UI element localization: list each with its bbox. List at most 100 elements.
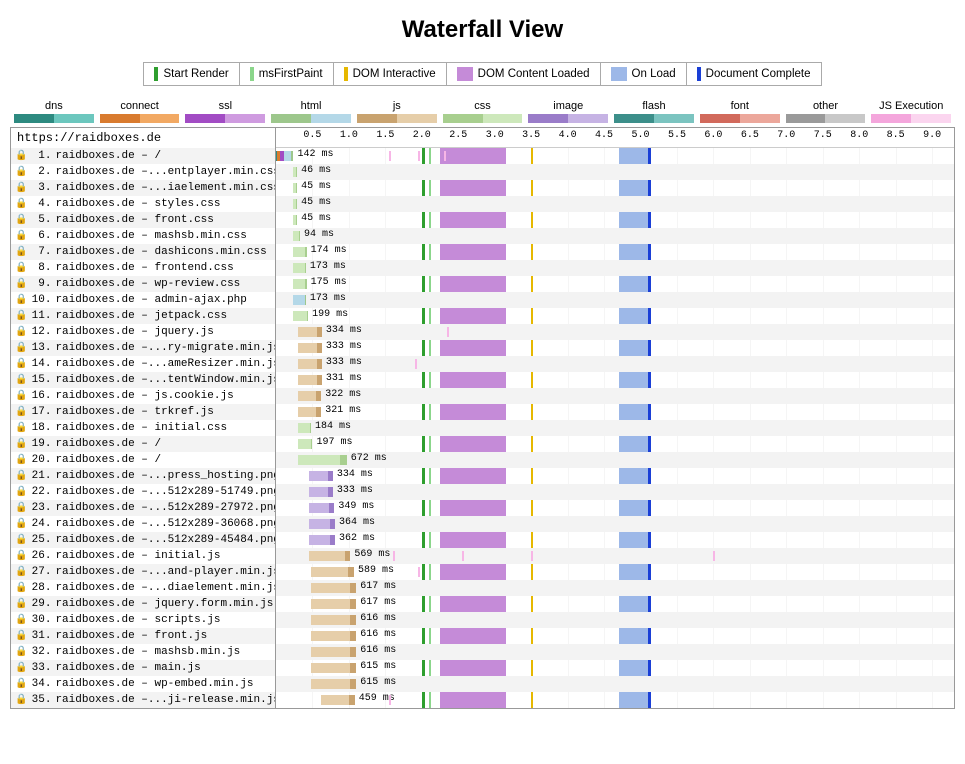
request-bar-row[interactable]: 617 ms	[276, 596, 954, 612]
row-url-label: raidboxes.de –...512x289-45484.png	[55, 534, 275, 546]
request-bar-row[interactable]: 617 ms	[276, 580, 954, 596]
request-bar-row[interactable]: 331 ms	[276, 372, 954, 388]
request-bar-row[interactable]: 334 ms	[276, 324, 954, 340]
row-number: 11.	[31, 310, 51, 322]
request-row-label[interactable]: 🔒16.raidboxes.de – js.cookie.js	[11, 388, 275, 404]
row-url-label: raidboxes.de – /	[55, 150, 161, 162]
lock-icon: 🔒	[15, 358, 27, 370]
request-row-label[interactable]: 🔒13.raidboxes.de –...ry-migrate.min.js	[11, 340, 275, 356]
type-dns: dns	[14, 100, 94, 123]
timing-segment	[284, 151, 291, 161]
request-bar-row[interactable]: 199 ms	[276, 308, 954, 324]
ruler-tick: 6.5	[741, 130, 759, 141]
request-row-label[interactable]: 🔒14.raidboxes.de –...ameResizer.min.js	[11, 356, 275, 372]
request-row-label[interactable]: 🔒21.raidboxes.de –...press_hosting.png	[11, 468, 275, 484]
request-row-label[interactable]: 🔒26.raidboxes.de – initial.js	[11, 548, 275, 564]
request-row-label[interactable]: 🔒8.raidboxes.de – frontend.css	[11, 260, 275, 276]
request-bar-row[interactable]: 334 ms	[276, 468, 954, 484]
request-bar-row[interactable]: 45 ms	[276, 196, 954, 212]
request-row-label[interactable]: 🔒30.raidboxes.de – scripts.js	[11, 612, 275, 628]
row-url-label: raidboxes.de – wp-embed.min.js	[55, 678, 253, 690]
request-row-label[interactable]: 🔒17.raidboxes.de – trkref.js	[11, 404, 275, 420]
request-bar-row[interactable]: 321 ms	[276, 404, 954, 420]
request-bar-row[interactable]: 672 ms	[276, 452, 954, 468]
request-bar-row[interactable]: 349 ms	[276, 500, 954, 516]
request-row-label[interactable]: 🔒35.raidboxes.de –...ji-release.min.js	[11, 692, 275, 708]
lock-icon: 🔒	[15, 582, 27, 594]
request-bar-row[interactable]: 322 ms	[276, 388, 954, 404]
request-bar-row[interactable]: 45 ms	[276, 180, 954, 196]
request-bar-row[interactable]: 174 ms	[276, 244, 954, 260]
request-bar-row[interactable]: 175 ms	[276, 276, 954, 292]
request-bar-row[interactable]: 589 ms	[276, 564, 954, 580]
request-row-label[interactable]: 🔒29.raidboxes.de – jquery.form.min.js	[11, 596, 275, 612]
row-number: 16.	[31, 390, 51, 402]
row-url-label: raidboxes.de –...and-player.min.js	[55, 566, 275, 578]
type-flash: flash	[614, 100, 694, 123]
js-exec-tick	[444, 151, 446, 161]
request-row-label[interactable]: 🔒9.raidboxes.de – wp-review.css	[11, 276, 275, 292]
request-row-label[interactable]: 🔒18.raidboxes.de – initial.css	[11, 420, 275, 436]
type-js: js	[357, 100, 437, 123]
request-row-label[interactable]: 🔒23.raidboxes.de –...512x289-27972.png	[11, 500, 275, 516]
request-row-label[interactable]: 🔒1.raidboxes.de – /	[11, 148, 275, 164]
request-bar-row[interactable]: 364 ms	[276, 516, 954, 532]
request-row-label[interactable]: 🔒19.raidboxes.de – /	[11, 436, 275, 452]
request-bar-row[interactable]: 94 ms	[276, 228, 954, 244]
request-bar-row[interactable]: 459 ms	[276, 692, 954, 708]
request-row-label[interactable]: 🔒5.raidboxes.de – front.css	[11, 212, 275, 228]
request-row-label[interactable]: 🔒10.raidboxes.de – admin-ajax.php	[11, 292, 275, 308]
request-row-label[interactable]: 🔒34.raidboxes.de – wp-embed.min.js	[11, 676, 275, 692]
row-number: 20.	[31, 454, 51, 466]
request-bar-row[interactable]: 615 ms	[276, 660, 954, 676]
request-bar-row[interactable]: 197 ms	[276, 436, 954, 452]
request-bar-row[interactable]: 184 ms	[276, 420, 954, 436]
request-row-label[interactable]: 🔒24.raidboxes.de –...512x289-36068.png	[11, 516, 275, 532]
request-row-label[interactable]: 🔒4.raidboxes.de – styles.css	[11, 196, 275, 212]
row-number: 21.	[31, 470, 51, 482]
request-row-label[interactable]: 🔒32.raidboxes.de – mashsb.min.js	[11, 644, 275, 660]
timing-segment	[349, 695, 355, 705]
ruler-tick: 5.5	[668, 130, 686, 141]
timing-segment	[298, 343, 317, 353]
request-bar-row[interactable]: 615 ms	[276, 676, 954, 692]
request-bar-row[interactable]: 616 ms	[276, 644, 954, 660]
js-exec-tick	[393, 551, 395, 561]
request-row-label[interactable]: 🔒20.raidboxes.de – /	[11, 452, 275, 468]
request-bar-row[interactable]: 616 ms	[276, 628, 954, 644]
request-bar-row[interactable]: 173 ms	[276, 260, 954, 276]
timing-segment	[330, 519, 335, 529]
request-bar-row[interactable]: 333 ms	[276, 484, 954, 500]
row-url-label: raidboxes.de –...ameResizer.min.js	[55, 358, 275, 370]
request-bar-row[interactable]: 173 ms	[276, 292, 954, 308]
request-row-label[interactable]: 🔒31.raidboxes.de – front.js	[11, 628, 275, 644]
row-url-label: raidboxes.de –...diaelement.min.js	[55, 582, 275, 594]
request-row-label[interactable]: 🔒27.raidboxes.de –...and-player.min.js	[11, 564, 275, 580]
request-row-label[interactable]: 🔒7.raidboxes.de – dashicons.min.css	[11, 244, 275, 260]
timing-segment	[293, 295, 305, 305]
timing-segment	[296, 183, 297, 193]
request-bar-row[interactable]: 46 ms	[276, 164, 954, 180]
request-row-label[interactable]: 🔒22.raidboxes.de –...512x289-51749.png	[11, 484, 275, 500]
request-row-label[interactable]: 🔒12.raidboxes.de – jquery.js	[11, 324, 275, 340]
request-bar-row[interactable]: 569 ms	[276, 548, 954, 564]
request-row-label[interactable]: 🔒11.raidboxes.de – jetpack.css	[11, 308, 275, 324]
request-bar-row[interactable]: 45 ms	[276, 212, 954, 228]
request-bar-row[interactable]: 333 ms	[276, 356, 954, 372]
request-row-label[interactable]: 🔒2.raidboxes.de –...entplayer.min.css	[11, 164, 275, 180]
js-exec-tick	[462, 551, 464, 561]
row-number: 8.	[31, 262, 51, 274]
row-number: 7.	[31, 246, 51, 258]
timing-segment	[330, 535, 335, 545]
request-row-label[interactable]: 🔒6.raidboxes.de – mashsb.min.css	[11, 228, 275, 244]
request-row-label[interactable]: 🔒28.raidboxes.de –...diaelement.min.js	[11, 580, 275, 596]
row-url-label: raidboxes.de –...512x289-27972.png	[55, 502, 275, 514]
request-row-label[interactable]: 🔒25.raidboxes.de –...512x289-45484.png	[11, 532, 275, 548]
request-bar-row[interactable]: 142 ms	[276, 148, 954, 164]
request-row-label[interactable]: 🔒15.raidboxes.de –...tentWindow.min.js	[11, 372, 275, 388]
request-bar-row[interactable]: 362 ms	[276, 532, 954, 548]
request-bar-row[interactable]: 333 ms	[276, 340, 954, 356]
request-bar-row[interactable]: 616 ms	[276, 612, 954, 628]
request-row-label[interactable]: 🔒3.raidboxes.de –...iaelement.min.css	[11, 180, 275, 196]
request-row-label[interactable]: 🔒33.raidboxes.de – main.js	[11, 660, 275, 676]
